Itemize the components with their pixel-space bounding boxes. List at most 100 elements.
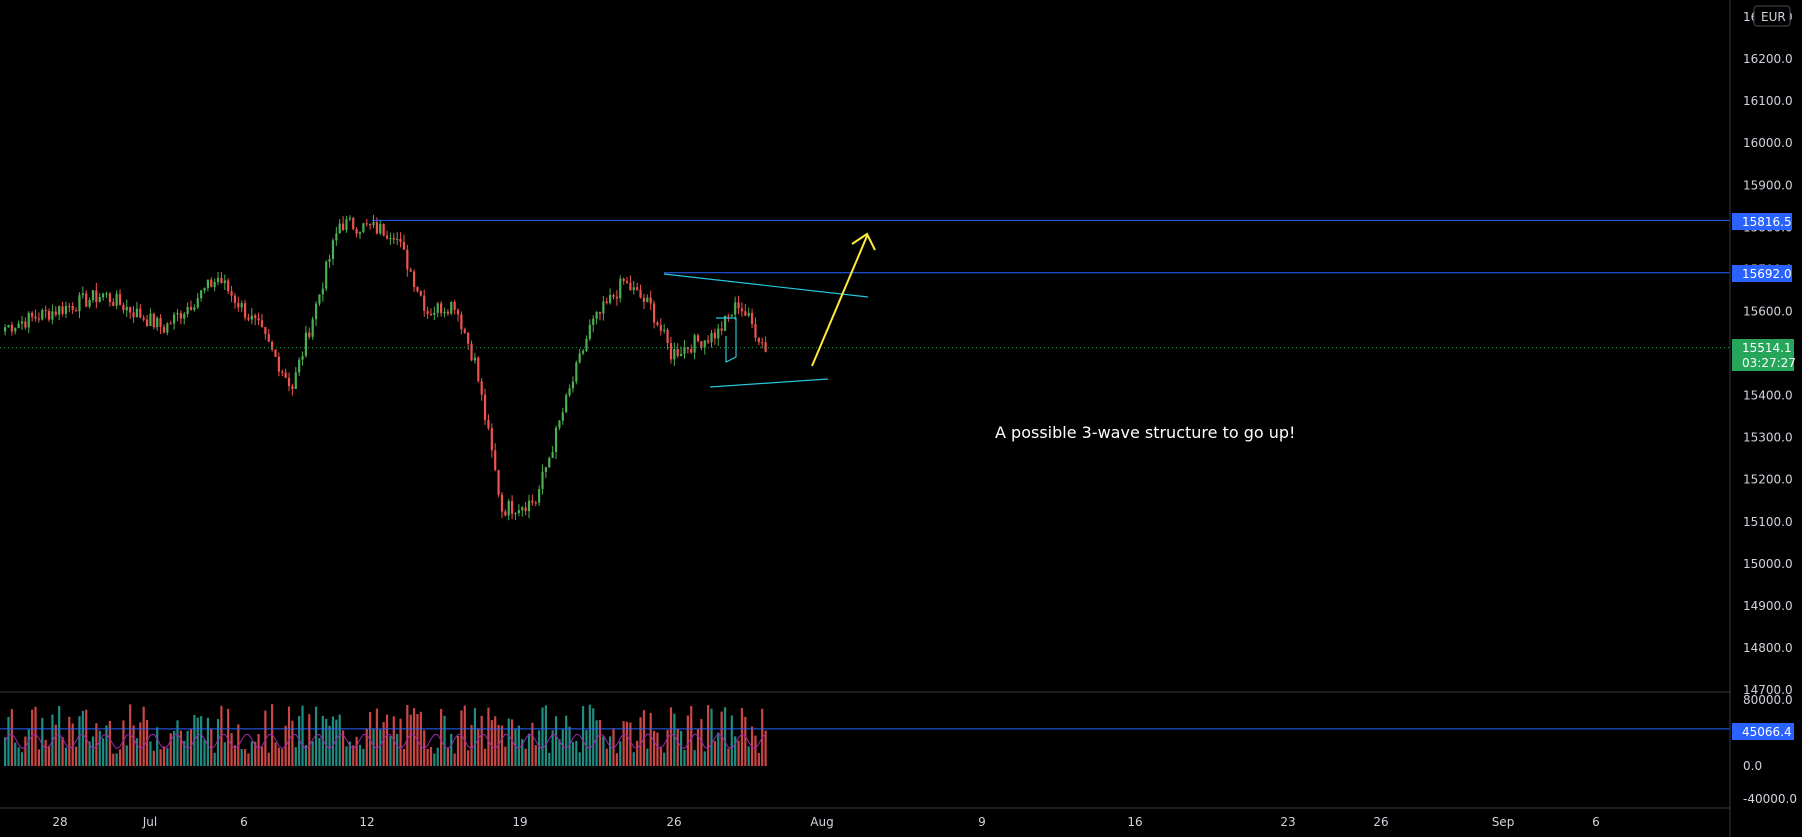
volume-bar — [382, 722, 385, 766]
candle-body — [568, 388, 571, 396]
volume-bar — [162, 746, 166, 766]
volume-series — [4, 704, 767, 766]
volume-bar — [575, 740, 578, 766]
volume-bar — [558, 739, 561, 766]
volume-bar — [41, 717, 44, 766]
candle-body — [267, 333, 270, 342]
triangle-drawing[interactable] — [663, 273, 869, 388]
volume-bar — [132, 725, 135, 766]
volume-bar — [335, 719, 338, 766]
candle-body — [41, 310, 44, 320]
up-arrow-icon[interactable] — [811, 232, 876, 367]
candle-body — [78, 295, 81, 312]
volume-bar — [467, 750, 470, 766]
candle-body — [707, 340, 710, 343]
time-tick-label: 28 — [52, 815, 67, 829]
volume-bar — [602, 736, 605, 766]
volume-bar — [10, 709, 13, 766]
volume-bar — [406, 704, 409, 766]
volume-bar — [402, 748, 406, 766]
volume-bar — [595, 720, 598, 766]
volume-bar — [112, 753, 115, 766]
candle-body — [605, 301, 608, 303]
candle-body — [4, 327, 7, 332]
price-tick-label: 14800.0 — [1743, 641, 1793, 655]
volume-bar — [78, 716, 81, 766]
volume-bar — [396, 733, 399, 766]
candle-body — [24, 321, 27, 328]
candle-body — [203, 287, 206, 291]
annotation-text[interactable]: A possible 3-wave structure to go up! — [995, 423, 1295, 442]
candle-body — [189, 307, 193, 310]
volume-bar — [362, 748, 365, 766]
candle-body — [389, 238, 392, 240]
candle-series — [4, 214, 767, 521]
volume-level-tag: 45066.4 — [1732, 723, 1794, 740]
time-tick-label: 9 — [978, 815, 986, 829]
volume-bar — [294, 747, 297, 766]
volume-bar — [227, 708, 230, 766]
candle-body — [423, 295, 426, 311]
volume-bar — [379, 729, 382, 766]
candle-body — [561, 412, 564, 421]
candle-body — [243, 303, 247, 318]
volume-bar — [64, 747, 68, 766]
volume-bar — [267, 752, 270, 766]
candle-body — [308, 332, 311, 337]
candle-body — [453, 301, 456, 310]
candle-body — [720, 328, 723, 331]
volume-bar — [34, 706, 37, 766]
candle-body — [34, 316, 37, 319]
candle-body — [173, 314, 176, 324]
volume-bar — [463, 705, 466, 766]
volume-bar — [534, 745, 537, 766]
candle-body — [524, 507, 527, 512]
volume-bar — [68, 716, 71, 766]
volume-bar — [554, 716, 558, 766]
svg-text:15514.1: 15514.1 — [1742, 341, 1792, 355]
volume-bar — [318, 738, 321, 766]
volume-bar — [14, 742, 17, 766]
volume-bar — [47, 745, 51, 766]
candle-body — [622, 278, 625, 282]
candle-body — [51, 311, 54, 320]
candle-body — [142, 317, 145, 320]
volume-bar — [754, 735, 757, 766]
volume-bar — [71, 723, 74, 766]
volume-bar — [156, 727, 159, 766]
candle-body — [379, 223, 382, 234]
candle-body — [740, 308, 744, 312]
high-level-tag: 15816.5 — [1732, 213, 1792, 230]
volume-bar — [122, 720, 125, 766]
volume-bar — [561, 729, 564, 766]
candle-body — [412, 271, 416, 288]
time-tick-label: 6 — [1592, 815, 1600, 829]
candle-body — [14, 328, 17, 332]
volume-bar — [4, 737, 7, 766]
currency-badge[interactable]: EUR — [1753, 5, 1791, 27]
candle-body — [254, 315, 257, 319]
time-axis[interactable]: 28 Jul 6 12 19 26 Aug 9 16 23 26 Sep 6 — [52, 815, 1599, 829]
volume-bar — [298, 716, 301, 766]
volume-bar — [527, 733, 531, 766]
volume-bar — [88, 741, 91, 766]
volume-bar — [287, 706, 291, 766]
candle-body — [592, 318, 595, 325]
volume-bar — [548, 752, 551, 766]
candle-body — [517, 510, 520, 514]
candle-body — [632, 287, 635, 291]
candle-body — [112, 302, 115, 306]
price-tick-label: 15000.0 — [1743, 557, 1793, 571]
candle-body — [656, 322, 659, 325]
candle-body — [250, 315, 253, 320]
volume-bar — [632, 752, 635, 766]
volume-bar — [696, 728, 700, 766]
candle-body — [406, 249, 409, 270]
candle-body — [74, 310, 78, 312]
volume-bar — [115, 753, 118, 766]
volume-bar — [713, 741, 716, 766]
candle-body — [723, 315, 727, 331]
candle-body — [480, 381, 483, 395]
candle-body — [304, 332, 308, 356]
